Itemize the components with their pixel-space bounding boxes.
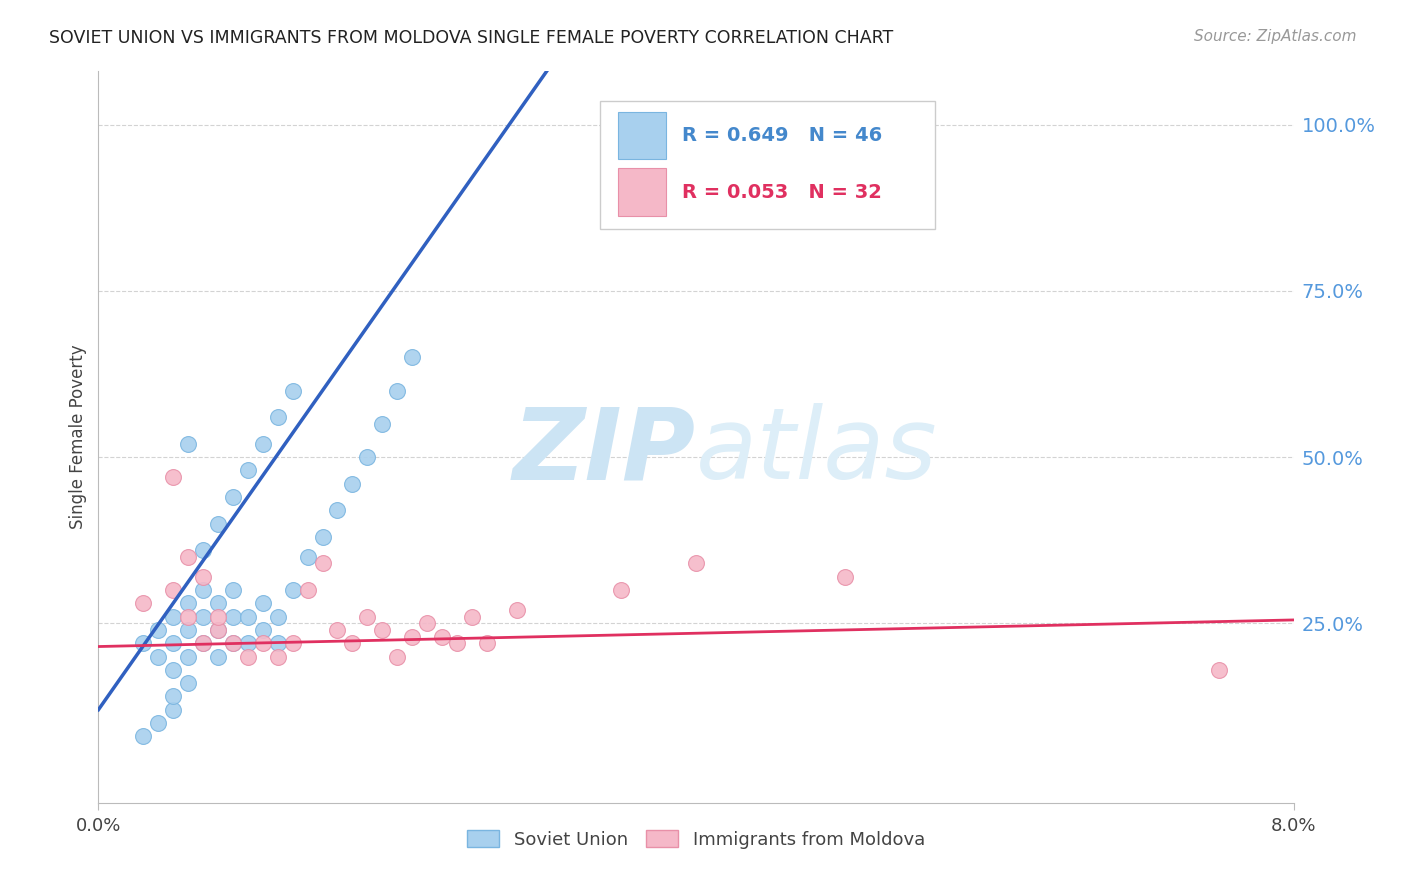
Point <box>267 609 290 624</box>
Point <box>252 636 274 650</box>
Point <box>506 603 529 617</box>
Point <box>191 636 214 650</box>
Point <box>385 649 409 664</box>
Point <box>207 623 229 637</box>
Point <box>401 630 423 644</box>
Point <box>177 436 200 450</box>
Text: ZIP: ZIP <box>513 403 696 500</box>
FancyBboxPatch shape <box>600 101 935 228</box>
Point <box>222 490 245 504</box>
Point <box>385 384 409 398</box>
Point <box>356 609 378 624</box>
Point <box>177 676 200 690</box>
Point <box>222 609 245 624</box>
Point <box>177 649 200 664</box>
Point <box>222 636 245 650</box>
Point <box>267 649 290 664</box>
Point <box>177 549 200 564</box>
Point <box>162 582 184 597</box>
Point <box>297 582 319 597</box>
Point <box>475 636 498 650</box>
Point <box>252 623 274 637</box>
Point <box>236 609 259 624</box>
Point <box>222 582 245 597</box>
Point <box>371 417 394 431</box>
Text: Source: ZipAtlas.com: Source: ZipAtlas.com <box>1194 29 1357 44</box>
FancyBboxPatch shape <box>619 169 666 216</box>
Point <box>252 436 274 450</box>
Point <box>446 636 468 650</box>
Point <box>162 663 184 677</box>
Text: SOVIET UNION VS IMMIGRANTS FROM MOLDOVA SINGLE FEMALE POVERTY CORRELATION CHART: SOVIET UNION VS IMMIGRANTS FROM MOLDOVA … <box>49 29 893 46</box>
Point <box>207 596 229 610</box>
Point <box>342 476 364 491</box>
Point <box>236 649 259 664</box>
Point <box>132 636 155 650</box>
Point <box>430 630 453 644</box>
Point <box>191 609 214 624</box>
Point <box>207 609 229 624</box>
Point <box>281 582 304 597</box>
Point <box>236 636 259 650</box>
Y-axis label: Single Female Poverty: Single Female Poverty <box>69 345 87 529</box>
Point <box>191 543 214 558</box>
Point <box>132 596 155 610</box>
Point <box>342 636 364 650</box>
Point <box>371 623 394 637</box>
Legend: Soviet Union, Immigrants from Moldova: Soviet Union, Immigrants from Moldova <box>460 822 932 856</box>
Point <box>191 636 214 650</box>
Point <box>281 636 304 650</box>
Point <box>162 636 184 650</box>
Point <box>162 609 184 624</box>
Point <box>148 649 170 664</box>
Point <box>326 503 349 517</box>
Point <box>1208 663 1230 677</box>
Point <box>267 636 290 650</box>
Point <box>252 596 274 610</box>
Point <box>207 516 229 531</box>
Point <box>267 410 290 425</box>
Point <box>132 729 155 743</box>
Point <box>281 384 304 398</box>
Point <box>236 463 259 477</box>
Point <box>401 351 423 365</box>
Point <box>610 582 633 597</box>
Point <box>311 557 333 571</box>
Point <box>297 549 319 564</box>
Point <box>191 582 214 597</box>
Point <box>222 636 245 650</box>
Point <box>162 690 184 704</box>
Point <box>207 649 229 664</box>
Point <box>177 609 200 624</box>
Text: atlas: atlas <box>696 403 938 500</box>
Point <box>148 716 170 731</box>
Point <box>685 557 707 571</box>
Point <box>148 623 170 637</box>
Text: R = 0.053   N = 32: R = 0.053 N = 32 <box>682 183 882 202</box>
Point <box>311 530 333 544</box>
FancyBboxPatch shape <box>619 112 666 160</box>
Point <box>177 623 200 637</box>
Point <box>162 470 184 484</box>
Point <box>191 570 214 584</box>
Point <box>416 616 439 631</box>
Point <box>834 570 856 584</box>
Point <box>461 609 484 624</box>
Point <box>177 596 200 610</box>
Point <box>162 703 184 717</box>
Point <box>326 623 349 637</box>
Point <box>356 450 378 464</box>
Text: R = 0.649   N = 46: R = 0.649 N = 46 <box>682 127 882 145</box>
Point <box>207 623 229 637</box>
